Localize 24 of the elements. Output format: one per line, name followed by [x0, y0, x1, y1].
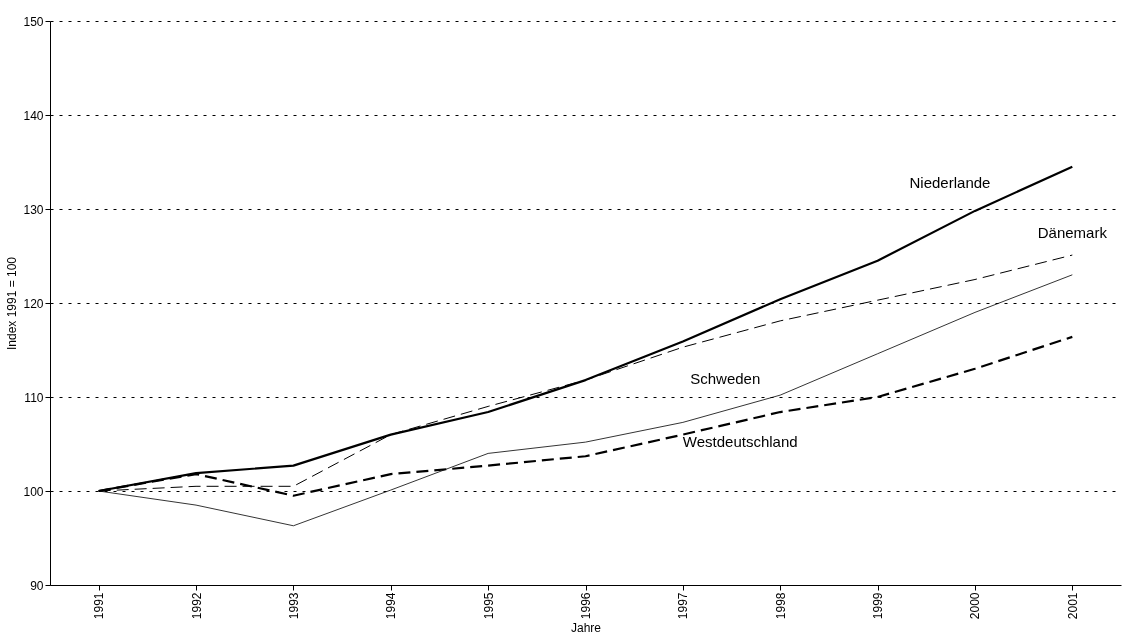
- y-tick-label: 110: [24, 390, 44, 405]
- x-tick-label: 1993: [286, 592, 301, 620]
- y-tick-label: 100: [23, 484, 44, 499]
- x-tick-label: 2001: [1065, 592, 1080, 620]
- y-tick-label: 130: [23, 202, 44, 217]
- series-label: Dänemark: [1037, 224, 1108, 242]
- y-tick-label: 150: [23, 14, 44, 29]
- x-tick-label: 1997: [676, 592, 691, 620]
- x-tick-label: 1994: [384, 592, 399, 620]
- series-label: Westdeutschland: [682, 433, 798, 451]
- x-tick-label: 1991: [92, 592, 107, 620]
- y-tick-label: 90: [30, 578, 44, 593]
- x-tick-label: 2000: [968, 592, 983, 620]
- y-tick-label: 140: [23, 108, 44, 123]
- x-tick-label: 1996: [579, 592, 593, 620]
- y-axis-title: Index 1991 = 100: [5, 256, 20, 351]
- y-tick-label: 120: [23, 296, 44, 311]
- series-label: Schweden: [690, 370, 761, 388]
- x-tick-label: 1995: [481, 592, 496, 620]
- series-label: Niederlande: [909, 173, 991, 191]
- x-tick-label: 1992: [189, 592, 204, 620]
- x-tick-label: 1999: [871, 592, 886, 620]
- x-axis-title: Jahre: [570, 621, 602, 636]
- x-tick-label: 1998: [773, 592, 788, 620]
